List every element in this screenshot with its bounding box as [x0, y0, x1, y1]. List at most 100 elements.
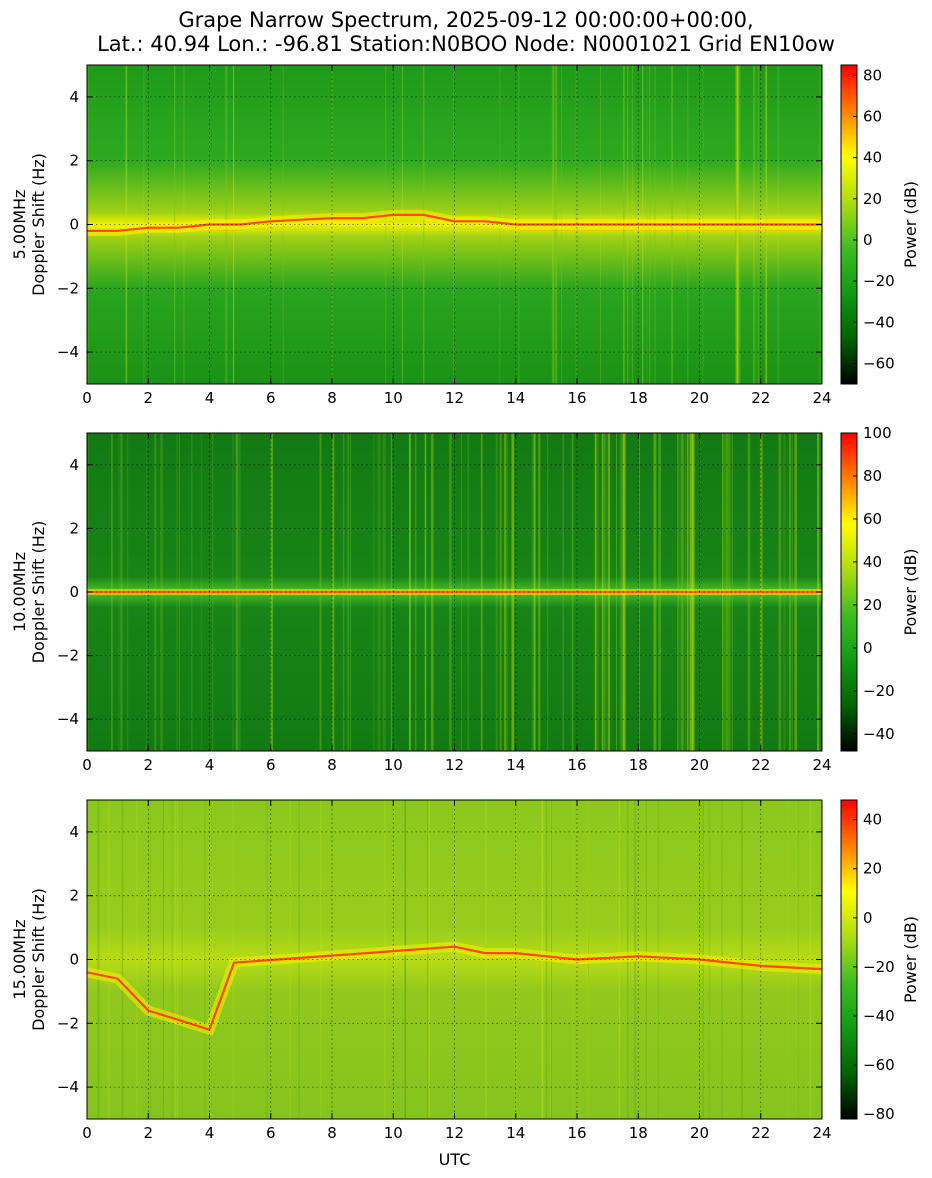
- colorbar-tick-label: 40: [863, 553, 882, 571]
- frequency-label: 15.00MHz: [10, 919, 29, 999]
- heatmap-streak: [426, 800, 429, 1119]
- x-tick-label: 24: [812, 1124, 831, 1142]
- x-tick-label: 20: [690, 756, 709, 774]
- x-tick-label: 12: [445, 389, 464, 407]
- x-tick-label: 24: [812, 756, 831, 774]
- x-tick-label: 8: [327, 389, 337, 407]
- x-tick-label: 2: [143, 389, 153, 407]
- y-tick-label: 2: [69, 152, 79, 170]
- colorbar-label: Power (dB): [901, 916, 920, 1003]
- x-tick-label: 8: [327, 1124, 337, 1142]
- x-axis-label: UTC: [439, 1150, 471, 1169]
- colorbar-tick-label: −20: [863, 682, 895, 700]
- colorbar-tick-label: −40: [863, 313, 895, 331]
- x-tick-label: 12: [445, 756, 464, 774]
- y-tick-label: 2: [69, 519, 79, 537]
- colorbar-tick-label: 0: [863, 639, 873, 657]
- heatmap-streak: [809, 800, 811, 1119]
- colorbar-p10: 100 80 60 40 20 0 −20 −40 Power (dB): [840, 424, 920, 752]
- heatmap-streak: [404, 800, 407, 1119]
- y-tick-label: −2: [57, 279, 79, 297]
- colorbar-tick-label: −40: [863, 1007, 895, 1025]
- x-tick-label: 18: [629, 389, 648, 407]
- heatmap-streak: [485, 800, 488, 1119]
- heatmap-streak: [162, 800, 164, 1119]
- colorbar-label: Power (dB): [901, 181, 920, 268]
- x-tick-label: 6: [266, 756, 276, 774]
- y-tick-label: −4: [57, 710, 79, 728]
- colorbar-scale: [840, 432, 858, 752]
- x-tick-label: 18: [629, 756, 648, 774]
- x-tick-label: 14: [506, 1124, 525, 1142]
- heatmap-streak: [171, 800, 173, 1119]
- y-axis-label: Doppler Shift (Hz): [29, 153, 48, 296]
- y-tick-label: 4: [69, 88, 79, 106]
- heatmap-streak: [404, 800, 407, 1119]
- chart-title-line-2: Lat.: 40.94 Lon.: -96.81 Station:N0BOO N…: [97, 32, 835, 56]
- colorbar-tick-label: 40: [863, 149, 882, 167]
- heatmap-streak: [174, 800, 176, 1119]
- colorbar-tick-label: 60: [863, 107, 882, 125]
- colorbar-tick-label: 100: [863, 424, 892, 442]
- x-tick-label: 8: [327, 756, 337, 774]
- x-tick-label: 22: [751, 389, 770, 407]
- chart-title-line-1: Grape Narrow Spectrum, 2025-09-12 00:00:…: [178, 8, 754, 32]
- colorbar-tick-label: −80: [863, 1105, 895, 1123]
- x-tick-label: 20: [690, 389, 709, 407]
- x-tick-label: 2: [143, 756, 153, 774]
- colorbar-tick-label: 20: [863, 596, 882, 614]
- colorbar-tick-label: −20: [863, 272, 895, 290]
- colorbar-tick-label: 60: [863, 510, 882, 528]
- colorbar-tick-label: −60: [863, 354, 895, 372]
- x-tick-label: 22: [751, 1124, 770, 1142]
- y-tick-label: −4: [57, 343, 79, 361]
- colorbar-tick-label: −40: [863, 725, 895, 743]
- x-tick-label: 22: [751, 756, 770, 774]
- y-tick-label: −4: [57, 1078, 79, 1096]
- y-tick-label: −2: [57, 1014, 79, 1032]
- y-tick-label: 0: [69, 583, 79, 601]
- y-axis-label: Doppler Shift (Hz): [29, 521, 48, 664]
- x-tick-label: 4: [205, 1124, 215, 1142]
- y-tick-label: 0: [69, 216, 79, 234]
- colorbar-tick-label: 80: [863, 66, 882, 84]
- x-tick-label: 0: [82, 389, 92, 407]
- colorbar-p5: 80 60 40 20 0 −20 −40 −60 Power (dB): [840, 64, 920, 385]
- colorbar-scale: [840, 799, 858, 1120]
- x-tick-label: 14: [506, 756, 525, 774]
- heatmap-streak: [125, 65, 128, 384]
- y-tick-label: −2: [57, 647, 79, 665]
- heatmap-p5: [87, 65, 822, 384]
- heatmap-streak: [787, 800, 789, 1119]
- x-tick-label: 10: [384, 756, 403, 774]
- x-tick-label: 10: [384, 1124, 403, 1142]
- colorbar-label: Power (dB): [901, 548, 920, 635]
- x-tick-label: 14: [506, 389, 525, 407]
- x-tick-label: 16: [567, 756, 586, 774]
- frequency-label: 5.00MHz: [10, 190, 29, 260]
- heatmap-streak: [331, 65, 333, 384]
- heatmap-streak: [385, 65, 387, 384]
- x-tick-label: 0: [82, 756, 92, 774]
- frequency-label: 10.00MHz: [10, 552, 29, 632]
- doppler-trace: [87, 945, 822, 1032]
- colorbar-scale: [840, 64, 858, 385]
- colorbar-tick-label: −60: [863, 1056, 895, 1074]
- colorbar-tick-label: 0: [863, 231, 873, 249]
- x-tick-label: 4: [205, 756, 215, 774]
- heatmap-streak: [422, 65, 425, 384]
- y-tick-label: 4: [69, 823, 79, 841]
- heatmap-p10: [87, 433, 822, 751]
- colorbar-tick-label: 40: [863, 811, 882, 829]
- heatmap-streak: [121, 800, 124, 1119]
- y-axis-label: Doppler Shift (Hz): [29, 888, 48, 1031]
- x-tick-label: 16: [567, 389, 586, 407]
- x-tick-label: 6: [266, 1124, 276, 1142]
- y-tick-label: 0: [69, 951, 79, 969]
- colorbar-tick-label: −20: [863, 958, 895, 976]
- colorbar-tick-label: 0: [863, 909, 873, 927]
